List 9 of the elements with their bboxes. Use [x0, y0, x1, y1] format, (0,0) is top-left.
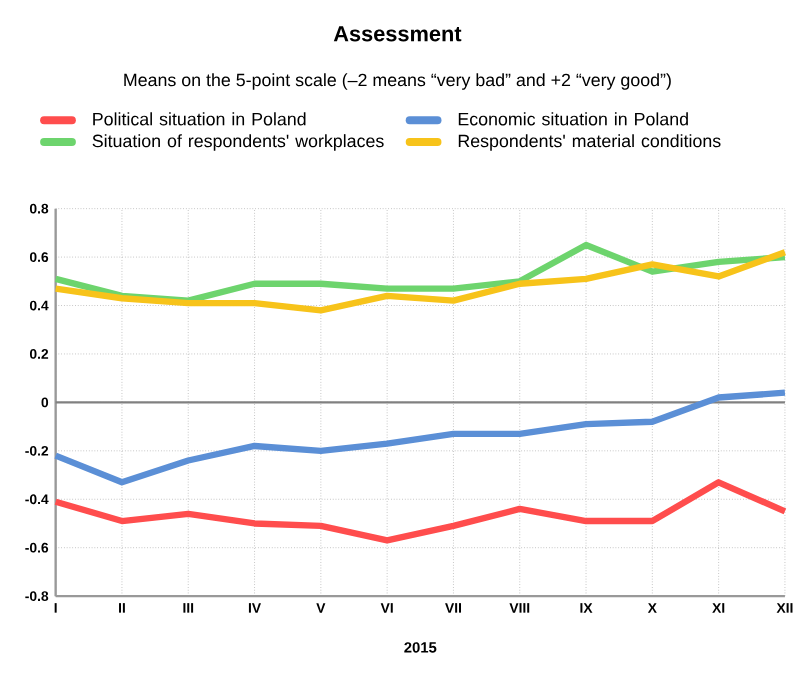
legend-label: Economic situation in Poland — [458, 112, 688, 126]
legend-label: Political situation in Poland — [93, 112, 306, 126]
legend-label: Respondents' material conditions — [458, 134, 721, 151]
legend-label: Situation of respondents' workplaces — [92, 134, 384, 151]
line-series — [52, 479, 789, 544]
line-series — [52, 249, 789, 314]
chart-title: Assessment — [333, 26, 462, 42]
line-series — [52, 389, 789, 486]
chart-subtitle: Means on the 5-point scale (–2 means “very bad” and +2 “very good”) — [124, 73, 671, 90]
